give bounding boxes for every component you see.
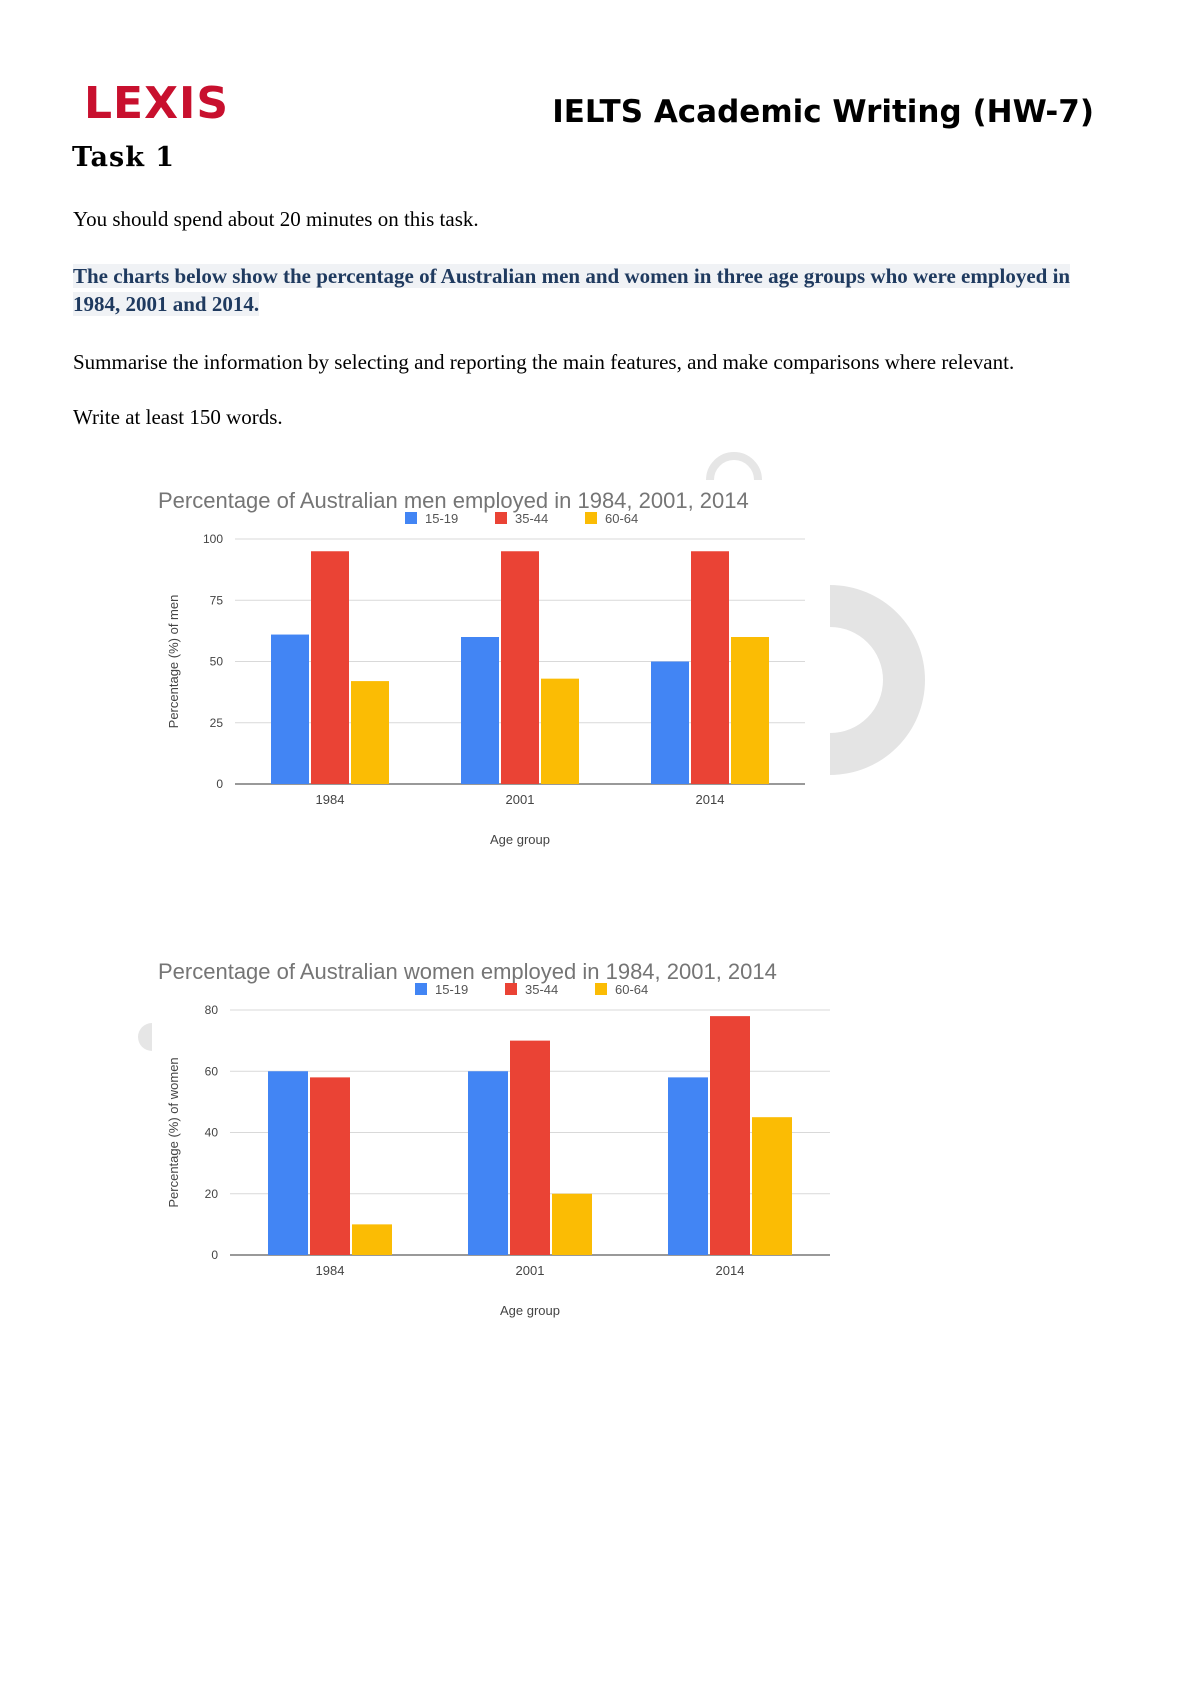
bar-35-44-1984 (311, 551, 349, 784)
task-word-limit: Write at least 150 words. (73, 405, 283, 429)
chart-title: Percentage of Australian women employed … (158, 959, 777, 984)
bar-15-19-1984 (268, 1071, 308, 1255)
y-tick-label: 80 (205, 1003, 219, 1017)
chart-title: Percentage of Australian men employed in… (158, 488, 749, 513)
bar-35-44-2001 (510, 1040, 550, 1255)
task-prompt: The charts below show the percentage of … (73, 262, 1103, 318)
x-tick-label: 2001 (506, 792, 535, 807)
watermark-c (830, 585, 925, 775)
bar-60-64-1984 (351, 681, 389, 784)
y-tick-label: 60 (205, 1064, 219, 1078)
logo: LEXIS (84, 78, 230, 129)
x-axis-title: Age group (490, 832, 550, 847)
legend-swatch-35-44 (495, 512, 507, 524)
legend-swatch-15-19 (405, 512, 417, 524)
bar-15-19-2014 (651, 661, 689, 784)
task-prompt-text: The charts below show the percentage of … (73, 264, 1071, 316)
y-axis-title: Percentage (%) of men (166, 595, 181, 729)
bar-15-19-2001 (468, 1071, 508, 1255)
y-tick-label: 0 (211, 1248, 218, 1262)
bar-15-19-2001 (461, 637, 499, 784)
task-heading: Task 1 (72, 142, 176, 173)
legend-swatch-35-44 (505, 983, 517, 995)
x-tick-label: 1984 (316, 792, 345, 807)
legend-label-60-64: 60-64 (605, 511, 638, 526)
task-summarise: Summarise the information by selecting a… (73, 350, 1015, 374)
y-tick-label: 50 (210, 655, 224, 669)
bar-60-64-2014 (752, 1117, 792, 1255)
y-axis-title: Percentage (%) of women (166, 1057, 181, 1207)
bar-15-19-1984 (271, 634, 309, 784)
x-tick-label: 2014 (696, 792, 725, 807)
y-tick-label: 100 (203, 532, 223, 546)
bar-60-64-2014 (731, 637, 769, 784)
x-tick-label: 2014 (716, 1263, 745, 1278)
watermark-dot (138, 1023, 152, 1051)
bar-60-64-2001 (541, 678, 579, 784)
women-employment-chart: Percentage of Australian women employed … (158, 959, 830, 1318)
x-axis-title: Age group (500, 1303, 560, 1318)
bar-60-64-1984 (352, 1224, 392, 1255)
y-tick-label: 25 (210, 716, 224, 730)
men-employment-chart: Percentage of Australian men employed in… (158, 488, 805, 847)
legend-label-35-44: 35-44 (515, 511, 548, 526)
y-tick-label: 40 (205, 1126, 219, 1140)
bar-35-44-2014 (691, 551, 729, 784)
bar-15-19-2014 (668, 1077, 708, 1255)
legend-swatch-60-64 (595, 983, 607, 995)
y-tick-label: 0 (216, 777, 223, 791)
legend-swatch-15-19 (415, 983, 427, 995)
y-tick-label: 75 (210, 593, 224, 607)
y-tick-label: 20 (205, 1187, 219, 1201)
legend-label-15-19: 15-19 (435, 982, 468, 997)
bar-35-44-2001 (501, 551, 539, 784)
x-tick-label: 2001 (516, 1263, 545, 1278)
legend-label-15-19: 15-19 (425, 511, 458, 526)
legend-swatch-60-64 (585, 512, 597, 524)
bar-35-44-2014 (710, 1016, 750, 1255)
watermark-arc (706, 452, 762, 480)
bar-60-64-2001 (552, 1193, 592, 1255)
page-title: IELTS Academic Writing (HW-7) (552, 94, 1094, 130)
legend-label-35-44: 35-44 (525, 982, 558, 997)
bar-35-44-1984 (310, 1077, 350, 1255)
task-instruction: You should spend about 20 minutes on thi… (73, 207, 479, 231)
x-tick-label: 1984 (316, 1263, 345, 1278)
legend-label-60-64: 60-64 (615, 982, 648, 997)
